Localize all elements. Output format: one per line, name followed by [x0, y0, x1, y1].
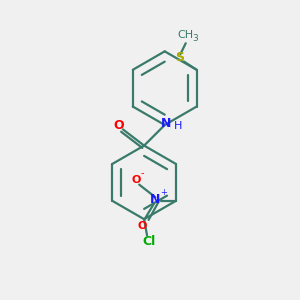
Text: CH: CH — [178, 30, 194, 40]
Text: +: + — [160, 188, 167, 197]
Text: S: S — [175, 51, 184, 64]
Text: Cl: Cl — [142, 236, 155, 248]
Text: N: N — [150, 193, 161, 206]
Text: -: - — [140, 168, 144, 178]
Text: N: N — [161, 117, 171, 130]
Text: 3: 3 — [192, 34, 198, 43]
Text: O: O — [113, 119, 124, 132]
Text: O: O — [137, 221, 146, 231]
Text: H: H — [174, 122, 183, 131]
Text: O: O — [131, 175, 141, 185]
